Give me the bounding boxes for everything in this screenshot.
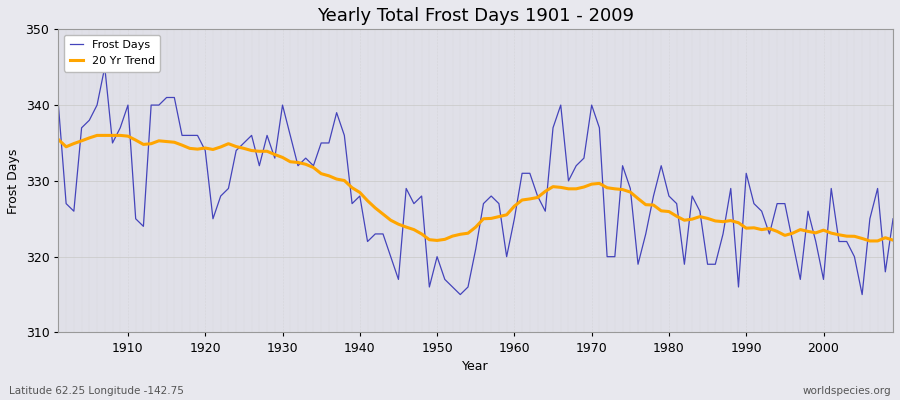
20 Yr Trend [92, 133, 103, 138]
Frost Days [339, 133, 350, 138]
Frost Days [122, 103, 133, 108]
X-axis label: Year: Year [463, 360, 489, 373]
Frost Days [887, 216, 898, 221]
Legend: Frost Days, 20 Yr Trend: Frost Days, 20 Yr Trend [64, 35, 160, 72]
20 Yr Trend [887, 238, 898, 242]
Frost Days [517, 171, 527, 176]
Line: Frost Days: Frost Days [58, 67, 893, 294]
20 Yr Trend [292, 160, 303, 165]
20 Yr Trend [122, 134, 133, 138]
Frost Days [99, 65, 110, 70]
Text: Latitude 62.25 Longitude -142.75: Latitude 62.25 Longitude -142.75 [9, 386, 184, 396]
Frost Days [617, 163, 628, 168]
Frost Days [53, 103, 64, 108]
Text: worldspecies.org: worldspecies.org [803, 386, 891, 396]
Frost Days [454, 292, 465, 297]
20 Yr Trend [53, 137, 64, 142]
Frost Days [292, 163, 303, 168]
20 Yr Trend [609, 186, 620, 191]
Line: 20 Yr Trend: 20 Yr Trend [58, 135, 893, 241]
Title: Yearly Total Frost Days 1901 - 2009: Yearly Total Frost Days 1901 - 2009 [317, 7, 634, 25]
20 Yr Trend [517, 198, 527, 202]
20 Yr Trend [339, 178, 350, 183]
Y-axis label: Frost Days: Frost Days [7, 148, 20, 214]
Frost Days [525, 171, 535, 176]
20 Yr Trend [509, 204, 520, 208]
20 Yr Trend [865, 238, 876, 243]
